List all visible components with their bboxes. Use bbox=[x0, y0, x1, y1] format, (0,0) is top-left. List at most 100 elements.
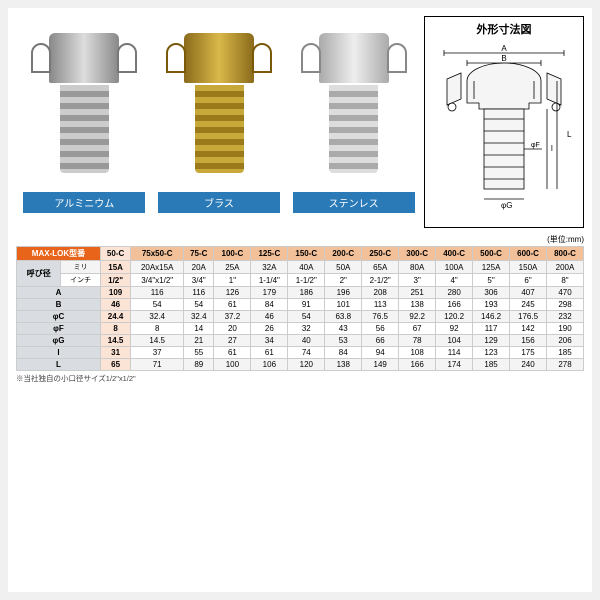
cell: 8 bbox=[100, 323, 130, 335]
cell: 193 bbox=[473, 299, 510, 311]
col-model: 500-C bbox=[473, 247, 510, 261]
cell: 37.2 bbox=[214, 311, 251, 323]
cell: 114 bbox=[436, 347, 473, 359]
cell: 46 bbox=[251, 311, 288, 323]
cell: 27 bbox=[214, 335, 251, 347]
cell: 280 bbox=[436, 287, 473, 299]
cell: 43 bbox=[325, 323, 362, 335]
product-c-alum: アルミニウム bbox=[18, 18, 151, 228]
cell: 185 bbox=[473, 359, 510, 371]
col-model: 600-C bbox=[510, 247, 547, 261]
svg-text:L: L bbox=[567, 130, 572, 139]
top-row: アルミニウムブラスステンレス 外形寸法図 A B φC L bbox=[8, 8, 592, 228]
cell: 54 bbox=[288, 311, 325, 323]
unit-note: (単位:mm) bbox=[16, 234, 584, 245]
cell: 71 bbox=[131, 359, 184, 371]
cell: 53 bbox=[325, 335, 362, 347]
col-model: 800-C bbox=[547, 247, 584, 261]
cell: 92.2 bbox=[399, 311, 436, 323]
dimension-diagram: 外形寸法図 A B φC L l φF bbox=[424, 16, 584, 228]
col-model: 150-C bbox=[288, 247, 325, 261]
cell: 245 bbox=[510, 299, 547, 311]
cell: 166 bbox=[436, 299, 473, 311]
cell: 61 bbox=[214, 299, 251, 311]
col-model: 300-C bbox=[399, 247, 436, 261]
cell: 129 bbox=[473, 335, 510, 347]
cell: 156 bbox=[510, 335, 547, 347]
cell: 106 bbox=[251, 359, 288, 371]
size-label: 呼び径 bbox=[17, 261, 61, 287]
svg-text:l: l bbox=[551, 144, 553, 153]
cell: 175 bbox=[510, 347, 547, 359]
cell: 14.5 bbox=[131, 335, 184, 347]
footnote: ※当社独自の小口径サイズ1/2"x1/2" bbox=[16, 373, 584, 384]
col-model: 50-C bbox=[100, 247, 130, 261]
cell: 20 bbox=[214, 323, 251, 335]
cell: 120.2 bbox=[436, 311, 473, 323]
cell: 179 bbox=[251, 287, 288, 299]
cell: 92 bbox=[436, 323, 473, 335]
col-model: 125-C bbox=[251, 247, 288, 261]
cell: 206 bbox=[547, 335, 584, 347]
cell: 232 bbox=[547, 311, 584, 323]
cell: 407 bbox=[510, 287, 547, 299]
cell: 56 bbox=[362, 323, 399, 335]
cell: 240 bbox=[510, 359, 547, 371]
cell: 66 bbox=[362, 335, 399, 347]
cell: 89 bbox=[184, 359, 214, 371]
cell: 100 bbox=[214, 359, 251, 371]
cell: 61 bbox=[214, 347, 251, 359]
cell: 31 bbox=[100, 347, 130, 359]
col-model: 400-C bbox=[436, 247, 473, 261]
svg-text:φF: φF bbox=[531, 142, 540, 149]
cell: 138 bbox=[399, 299, 436, 311]
cell: 251 bbox=[399, 287, 436, 299]
product-c-brass: ブラス bbox=[153, 18, 286, 228]
col-model: 200-C bbox=[325, 247, 362, 261]
cell: 21 bbox=[184, 335, 214, 347]
cell: 149 bbox=[362, 359, 399, 371]
cell: 78 bbox=[399, 335, 436, 347]
cell: 32.4 bbox=[131, 311, 184, 323]
cell: 113 bbox=[362, 299, 399, 311]
cell: 94 bbox=[362, 347, 399, 359]
cell: 190 bbox=[547, 323, 584, 335]
header-model: MAX-LOK型番 bbox=[17, 247, 101, 261]
cell: 120 bbox=[288, 359, 325, 371]
cell: 470 bbox=[547, 287, 584, 299]
diagram-svg: A B φC L l φF φG bbox=[429, 41, 579, 211]
cell: 26 bbox=[251, 323, 288, 335]
cell: 123 bbox=[473, 347, 510, 359]
cell: 91 bbox=[288, 299, 325, 311]
cell: 65 bbox=[100, 359, 130, 371]
cell: 8 bbox=[131, 323, 184, 335]
cell: 46 bbox=[100, 299, 130, 311]
cell: 84 bbox=[325, 347, 362, 359]
cell: 306 bbox=[473, 287, 510, 299]
row-label: A bbox=[17, 287, 101, 299]
cell: 54 bbox=[184, 299, 214, 311]
cell: 208 bbox=[362, 287, 399, 299]
cell: 109 bbox=[100, 287, 130, 299]
cell: 174 bbox=[436, 359, 473, 371]
col-model: 75-C bbox=[184, 247, 214, 261]
cell: 186 bbox=[288, 287, 325, 299]
diagram-title: 外形寸法図 bbox=[429, 21, 579, 37]
cell: 40 bbox=[288, 335, 325, 347]
cell: 146.2 bbox=[473, 311, 510, 323]
col-model: 100-C bbox=[214, 247, 251, 261]
row-label: φG bbox=[17, 335, 101, 347]
cell: 32 bbox=[288, 323, 325, 335]
cell: 196 bbox=[325, 287, 362, 299]
row-label: L bbox=[17, 359, 101, 371]
cell: 126 bbox=[214, 287, 251, 299]
row-label: B bbox=[17, 299, 101, 311]
col-model: 250-C bbox=[362, 247, 399, 261]
cell: 67 bbox=[399, 323, 436, 335]
product-c-steel: ステンレス bbox=[287, 18, 420, 228]
page: アルミニウムブラスステンレス 外形寸法図 A B φC L bbox=[8, 8, 592, 592]
product-gallery: アルミニウムブラスステンレス bbox=[8, 8, 420, 228]
cell: 14.5 bbox=[100, 335, 130, 347]
cell: 55 bbox=[184, 347, 214, 359]
cell: 116 bbox=[131, 287, 184, 299]
